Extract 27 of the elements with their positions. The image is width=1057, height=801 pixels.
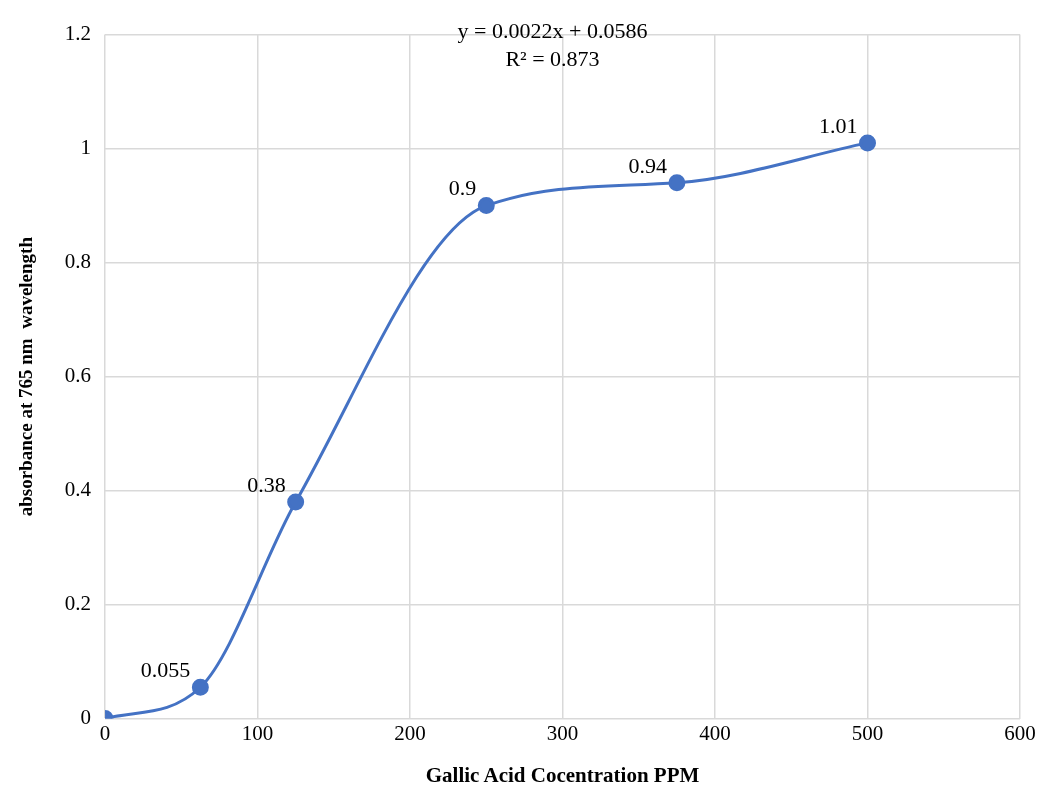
y-tick-label: 0.4	[64, 477, 92, 502]
data-label: 0.9	[448, 175, 477, 201]
x-tick-label: 500	[851, 720, 884, 745]
point	[477, 197, 495, 215]
y-tick-label: 1.2	[64, 21, 92, 46]
data-label: 0.94	[628, 152, 667, 178]
y-tick-label: 0.8	[64, 249, 92, 274]
y-tick-label: 1	[80, 135, 92, 160]
y-axis-title: absorbance at 765 nm wavelength	[15, 236, 37, 517]
y-tick-label: 0.6	[64, 363, 92, 388]
data-label: 0.055	[140, 657, 191, 683]
point	[668, 174, 686, 192]
data-label: 0.38	[247, 471, 286, 497]
annotation: y = 0.0022x + 0.0586	[457, 18, 648, 44]
x-tick-label: 600	[1004, 720, 1036, 745]
x-tick-label: 0	[99, 720, 111, 745]
point	[191, 678, 209, 696]
x-axis-title: Gallic Acid Cocentration PPM	[425, 762, 700, 787]
x-tick-label: 300	[546, 720, 579, 745]
x-tick-label: 100	[241, 720, 274, 745]
annotation: R² = 0.873	[505, 46, 600, 72]
x-tick-label: 400	[699, 720, 731, 745]
data-label: 1.01	[819, 112, 858, 138]
y-tick-label: 0.2	[64, 591, 92, 616]
x-tick-label: 200	[394, 720, 426, 745]
point	[859, 134, 877, 152]
point	[287, 493, 305, 511]
